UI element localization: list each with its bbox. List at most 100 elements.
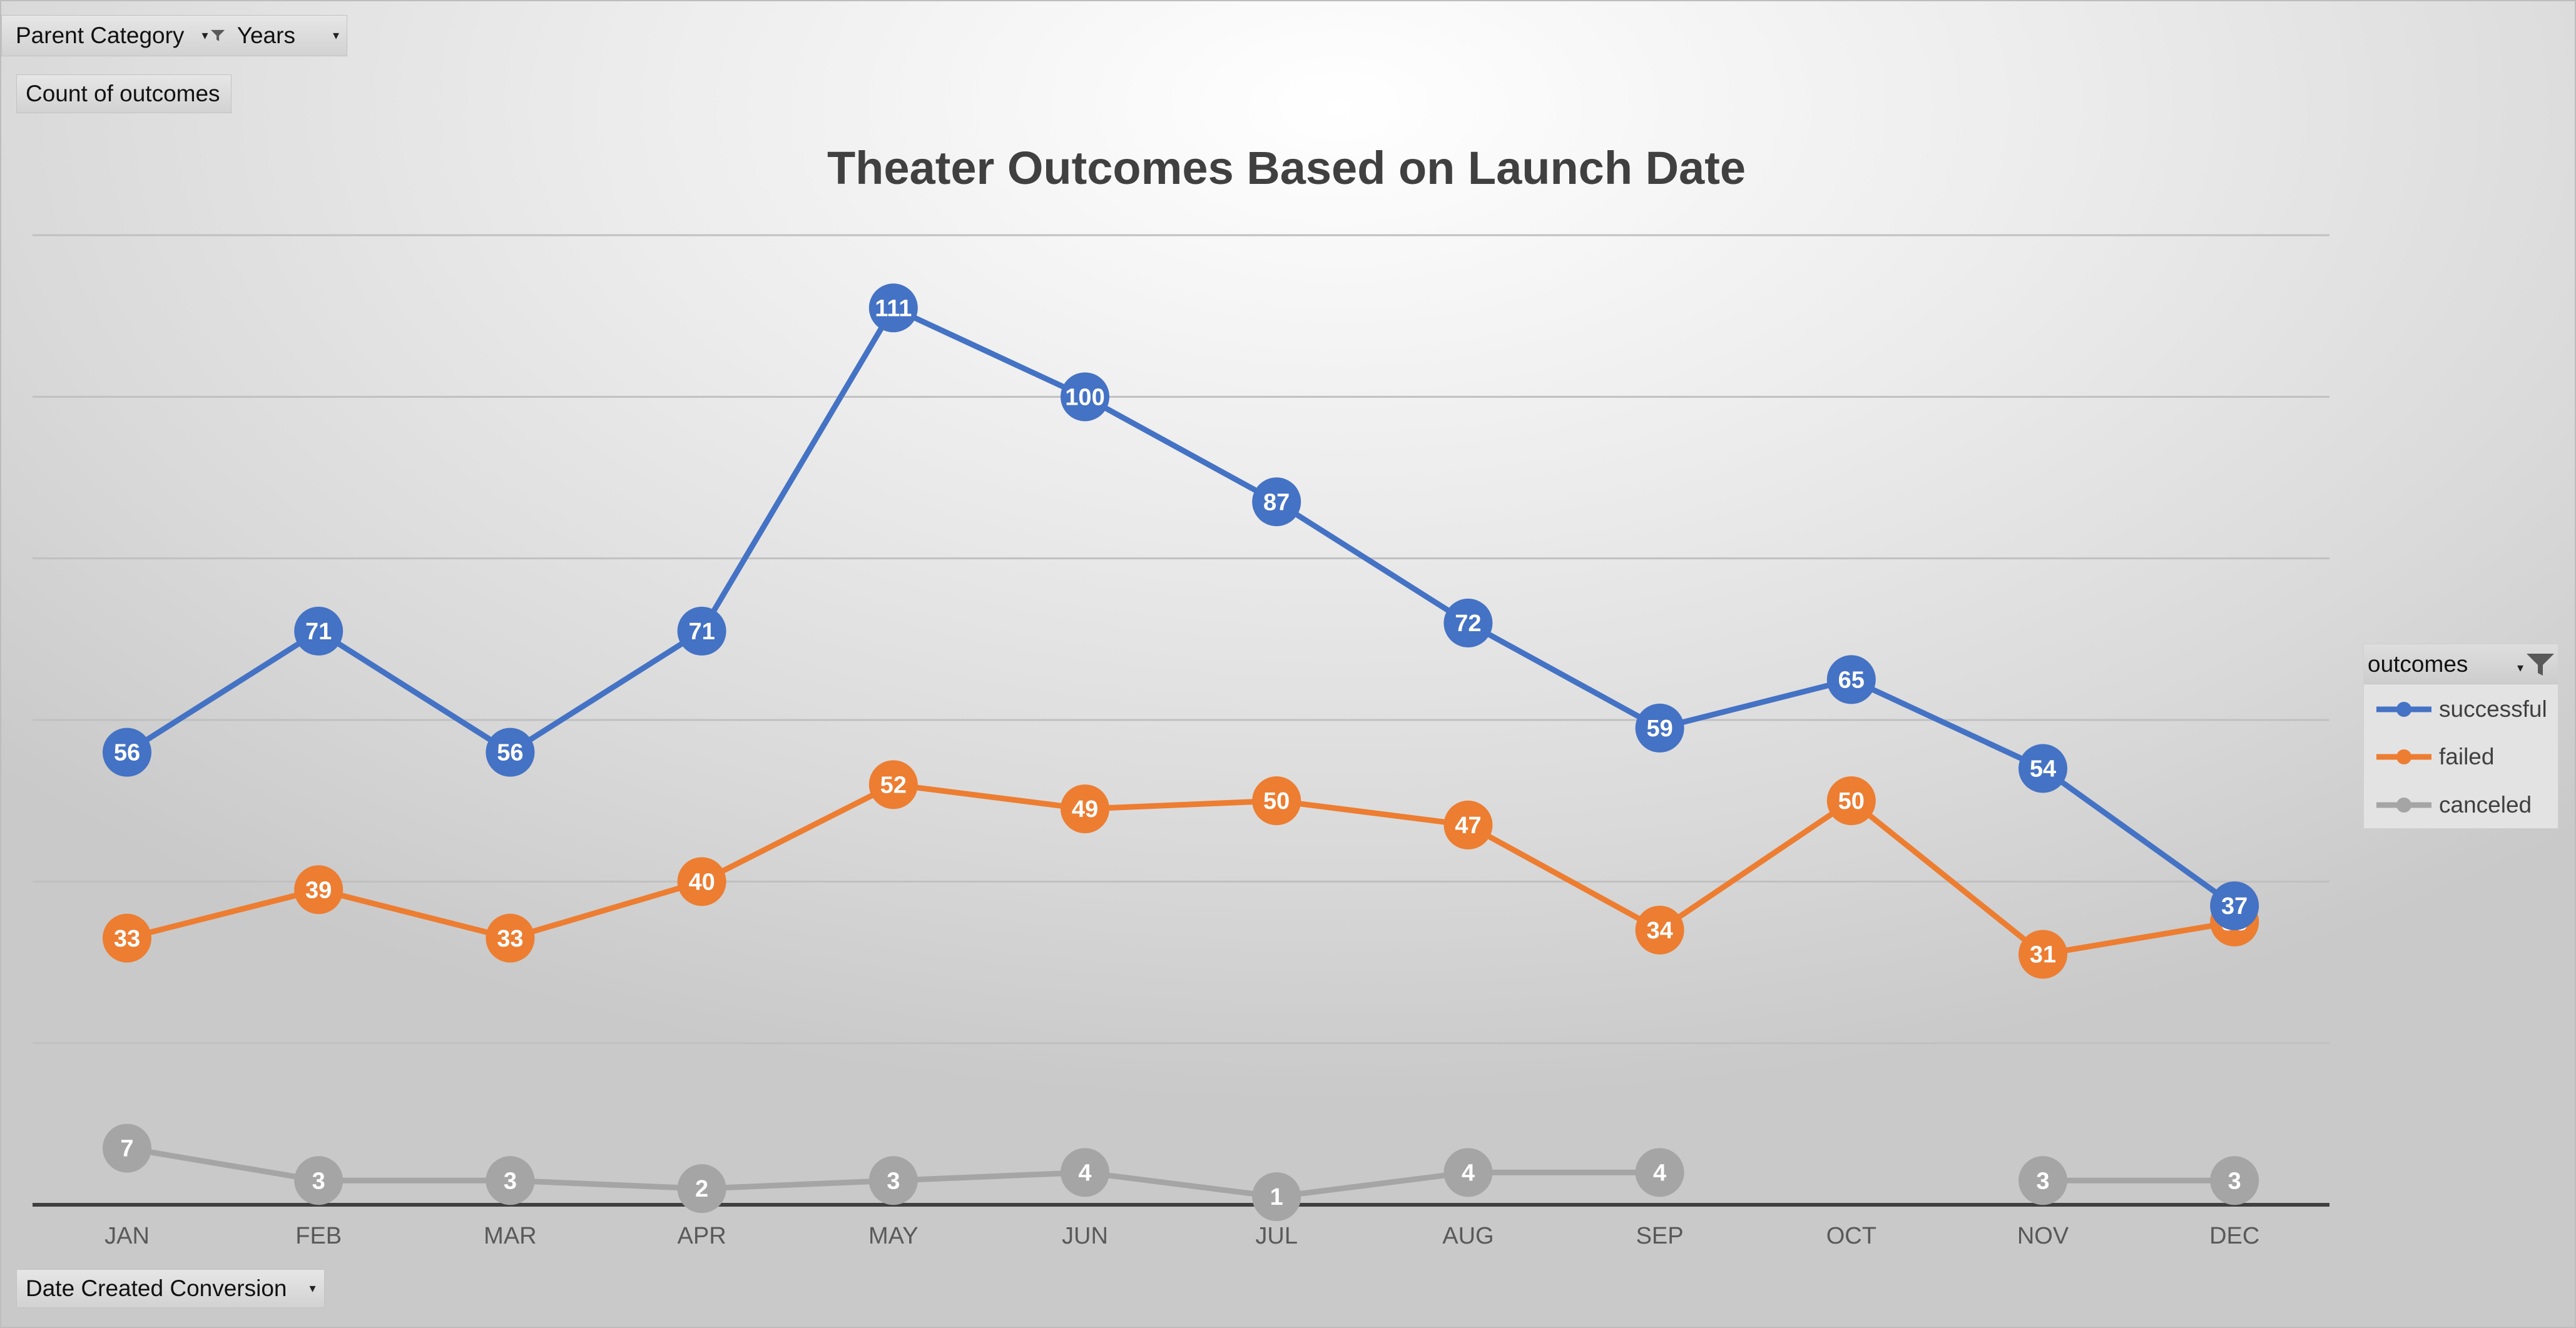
legend: outcomes ▾ successful failed canceled (2363, 644, 2558, 829)
data-label-canceled: 3 (2036, 1168, 2049, 1194)
data-label-successful: 72 (1455, 611, 1481, 637)
data-label-failed: 52 (880, 772, 907, 798)
data-label-failed: 31 (2030, 942, 2056, 968)
series-line-successful (124, 305, 2237, 909)
x-tick-label: NOV (2017, 1223, 2069, 1249)
legend-dropdown-arrow-icon[interactable]: ▾ (2517, 661, 2524, 675)
x-tick-label: FEB (295, 1223, 342, 1249)
legend-label-failed: failed (2439, 744, 2495, 769)
data-label-canceled: 3 (2228, 1168, 2241, 1194)
data-label-successful: 59 (1646, 716, 1672, 742)
data-point-successful[interactable] (1252, 477, 1301, 527)
data-point-successful[interactable] (486, 727, 535, 777)
gridlines (33, 234, 2329, 1045)
data-point-failed[interactable] (103, 913, 151, 963)
data-label-successful: 37 (2221, 893, 2248, 920)
legend-swatch-successful (2376, 702, 2431, 717)
years-dropdown-arrow-icon[interactable]: ▾ (332, 29, 339, 43)
data-point-failed[interactable] (868, 760, 918, 809)
data-point-successful[interactable] (1826, 655, 1876, 704)
data-point-canceled[interactable] (103, 1123, 151, 1173)
data-point-canceled[interactable] (868, 1156, 918, 1205)
x-tick-label: JUL (1255, 1223, 1298, 1249)
data-label-failed: 47 (1455, 813, 1481, 839)
axis-field-dropdown-arrow-icon[interactable]: ▾ (309, 1282, 316, 1295)
data-point-canceled[interactable] (1252, 1172, 1301, 1222)
legend-label-canceled: canceled (2439, 792, 2532, 818)
data-point-successful[interactable] (1635, 703, 1684, 753)
data-point-failed[interactable] (1252, 776, 1301, 826)
parent-category-dropdown-arrow-icon[interactable]: ▾ (201, 29, 208, 43)
data-label-canceled: 1 (1270, 1184, 1283, 1210)
values-field-label: Count of outcomes (26, 81, 220, 106)
data-point-failed[interactable] (1443, 800, 1493, 849)
legend-item-successful[interactable]: successful (2374, 691, 2547, 728)
x-tick-label: JUN (1062, 1223, 1108, 1249)
data-label-successful: 71 (688, 619, 715, 645)
data-point-successful[interactable] (1443, 599, 1493, 647)
funnel-icon[interactable] (210, 23, 225, 49)
data-point-successful[interactable] (103, 727, 151, 777)
data-point-canceled[interactable] (2210, 1156, 2259, 1205)
data-label-canceled: 3 (312, 1168, 325, 1194)
axis-field-button[interactable]: Date Created Conversion ▾ (16, 1269, 325, 1308)
legend-field-button[interactable]: outcomes ▾ (2364, 644, 2558, 684)
data-label-failed: 40 (688, 869, 715, 895)
data-point-successful[interactable] (2210, 881, 2259, 931)
data-label-failed: 39 (305, 877, 332, 903)
x-tick-label: DEC (2209, 1223, 2259, 1249)
data-label-successful: 87 (1263, 489, 1290, 515)
data-label-canceled: 3 (504, 1168, 517, 1194)
data-point-failed[interactable] (1635, 905, 1684, 955)
data-point-canceled[interactable] (294, 1156, 344, 1205)
x-axis: JAN FEB MAR APR MAY JUN JUL AUG SEP OCT NOV DEC (33, 1203, 2329, 1249)
data-point-successful[interactable] (1061, 372, 1109, 422)
data-point-canceled[interactable] (1443, 1148, 1493, 1197)
funnel-icon[interactable] (2525, 652, 2555, 678)
data-label-failed: 33 (497, 926, 523, 952)
data-point-successful[interactable] (677, 606, 726, 656)
values-field-button[interactable]: Count of outcomes (16, 74, 232, 113)
series-successful: 56 71 56 71 111 100 87 72 59 65 54 37 (103, 283, 2259, 931)
data-point-canceled[interactable] (486, 1156, 535, 1205)
data-point-failed[interactable] (1061, 784, 1109, 834)
chart-title: Theater Outcomes Based on Launch Date (827, 142, 1746, 194)
data-point-failed[interactable] (294, 865, 344, 915)
data-point-canceled[interactable] (2019, 1156, 2067, 1205)
series-failed: 333933405249504734503135 (103, 760, 2259, 979)
data-label-failed: 49 (1072, 796, 1098, 823)
series-layer: 7332341443333393340524950473450313556715… (103, 283, 2259, 1222)
x-tick-label: OCT (1826, 1223, 1876, 1249)
data-label-canceled: 3 (887, 1168, 900, 1194)
data-label-failed: 50 (1838, 788, 1865, 814)
data-point-failed[interactable] (486, 913, 535, 963)
legend-item-failed[interactable]: failed (2374, 738, 2494, 776)
series-canceled: 7 3 3 2 3 4 1 4 4 3 3 (103, 1123, 2259, 1222)
x-tick-label: AUG (1442, 1223, 1494, 1249)
legend-item-canceled[interactable]: canceled (2374, 786, 2532, 824)
report-filter-bar: Parent Category ▾ Years ▾ (1, 15, 347, 56)
x-tick-label: SEP (1636, 1223, 1684, 1249)
years-filter-label[interactable]: Years (237, 23, 295, 48)
data-label-successful: 100 (1065, 384, 1104, 410)
data-point-canceled[interactable] (1635, 1148, 1684, 1197)
data-label-canceled: 2 (695, 1176, 708, 1202)
legend-swatch-failed (2376, 749, 2431, 764)
legend-swatch-canceled (2376, 798, 2431, 813)
data-point-failed[interactable] (1826, 776, 1876, 826)
parent-category-filter-label[interactable]: Parent Category (16, 23, 185, 48)
data-point-successful[interactable] (2019, 744, 2067, 793)
data-point-failed[interactable] (677, 857, 726, 906)
legend-field-label: outcomes (2368, 651, 2468, 677)
data-label-successful: 65 (1838, 667, 1865, 693)
data-point-canceled[interactable] (1061, 1148, 1109, 1197)
data-point-canceled[interactable] (677, 1164, 726, 1214)
data-point-failed[interactable] (2019, 930, 2067, 979)
data-label-failed: 34 (1646, 918, 1672, 944)
data-label-canceled: 7 (120, 1136, 133, 1162)
data-point-successful[interactable] (294, 606, 344, 656)
data-point-successful[interactable] (868, 283, 918, 333)
data-label-canceled: 4 (1078, 1160, 1091, 1186)
data-label-successful: 71 (305, 619, 332, 645)
